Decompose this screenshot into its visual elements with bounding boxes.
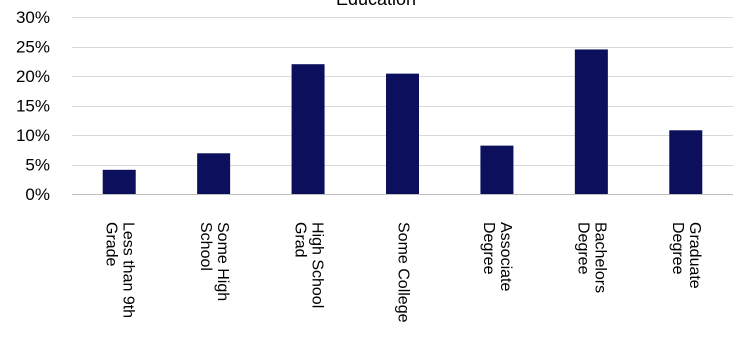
x-category-label: Bachelors bbox=[592, 222, 609, 293]
bars bbox=[102, 49, 703, 195]
x-category-label: Less than 9th bbox=[119, 222, 136, 318]
y-axis-tick-labels: 0% 5% 10% 15% 20% 25% 30% bbox=[16, 8, 50, 204]
bar bbox=[669, 130, 703, 194]
y-tick-label: 10% bbox=[16, 126, 50, 145]
bar bbox=[574, 49, 608, 195]
y-tick-label: 30% bbox=[16, 8, 50, 27]
bar bbox=[197, 153, 231, 194]
x-category-label: Degree bbox=[669, 222, 686, 275]
x-category-label: High School bbox=[308, 222, 325, 308]
x-category-label: Graduate bbox=[686, 222, 703, 289]
x-category-label: Grad bbox=[291, 222, 308, 258]
x-category-label: School bbox=[197, 222, 214, 271]
x-category-label: Degree bbox=[480, 222, 497, 275]
x-category-label: Associate bbox=[497, 222, 514, 291]
y-tick-label: 0% bbox=[25, 185, 50, 204]
x-category-label: Grade bbox=[102, 222, 119, 267]
x-category-label: Some College bbox=[394, 222, 411, 323]
bar bbox=[386, 73, 419, 194]
y-tick-label: 25% bbox=[16, 38, 50, 57]
y-tick-label: 20% bbox=[16, 67, 50, 86]
bar bbox=[102, 169, 136, 194]
x-category-label: Degree bbox=[575, 222, 592, 275]
bar bbox=[480, 145, 514, 194]
bar bbox=[291, 64, 325, 194]
y-tick-label: 5% bbox=[25, 156, 50, 175]
y-tick-label: 15% bbox=[16, 97, 50, 116]
x-category-label: Some High bbox=[214, 222, 231, 301]
chart-title: Education bbox=[336, 0, 416, 9]
